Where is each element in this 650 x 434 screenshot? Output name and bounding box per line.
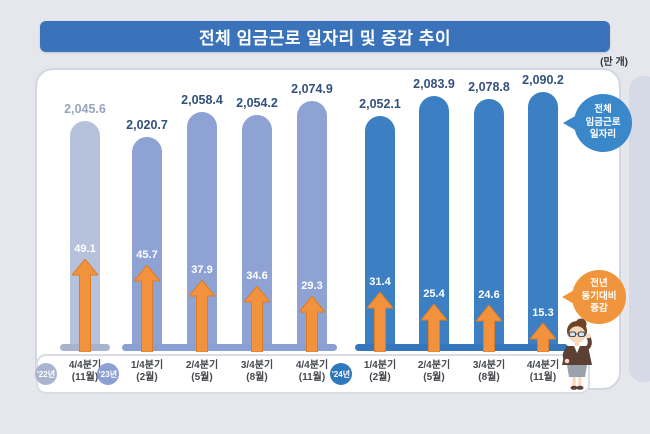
chart-title: 전체 임금근로 일자리 및 증감 추이: [198, 29, 452, 48]
jobs-callout-bubble: 전체 임금근로 일자리: [574, 94, 632, 152]
change-value-label: 34.6: [246, 270, 268, 282]
job-total-value-label: 2,074.9: [291, 82, 333, 96]
jobs-bubble-line1: 전체: [594, 104, 612, 116]
change-value-label: 45.7: [136, 249, 158, 261]
job-total-value-label: 2,020.7: [126, 118, 168, 132]
jobs-bubble-line2: 임금근로: [585, 116, 621, 128]
x-axis-tick-label: 4/4분기 (11월): [68, 360, 102, 383]
change-arrow-icon: [134, 265, 160, 352]
job-total-value-label: 2,078.8: [468, 80, 510, 94]
job-total-value-label: 2,052.1: [359, 97, 401, 111]
job-total-value-label: 2,058.4: [181, 93, 223, 107]
year-badge: '22년: [35, 363, 57, 385]
change-callout-bubble: 전년 동기대비 증감: [572, 270, 626, 324]
x-axis-tick-label: 3/4분기 (8월): [472, 360, 506, 383]
change-arrow-icon: [72, 259, 98, 352]
character-jacket: [562, 346, 592, 365]
job-total-value-label: 2,083.9: [413, 77, 455, 91]
chart-title-bar: 전체 임금근로 일자리 및 증감 추이: [40, 21, 610, 52]
year-badge: '24년: [330, 363, 352, 385]
change-arrow-icon: [421, 304, 447, 352]
x-axis-tick-label: 2/4분기 (5월): [185, 360, 219, 383]
unit-label: (만 개): [600, 57, 628, 68]
group-baseline-strip: [122, 344, 337, 351]
change-arrow-icon: [299, 296, 325, 352]
jobs-bubble-line3: 일자리: [589, 129, 617, 141]
change-bubble-line1: 전년: [590, 278, 608, 290]
change-bubble-line2: 동기대비: [581, 290, 617, 302]
change-arrow-icon: [244, 286, 270, 352]
change-value-label: 24.6: [478, 289, 500, 301]
change-arrow-icon: [476, 305, 502, 352]
x-axis-tick-label: 2/4분기 (5월): [417, 360, 451, 383]
job-total-value-label: 2,090.2: [522, 73, 564, 87]
job-total-value-label: 2,045.6: [64, 102, 106, 116]
right-decor-strip: [629, 76, 650, 382]
x-axis-tick-label: 3/4분기 (8월): [240, 360, 274, 383]
x-axis-tick-label: 4/4분기 (11월): [295, 360, 329, 383]
character-glasses-left: [569, 331, 576, 337]
group-baseline-strip: [355, 344, 568, 351]
presenter-character: [562, 318, 592, 390]
change-value-label: 29.3: [301, 280, 323, 292]
change-value-label: 25.4: [423, 288, 445, 300]
job-total-value-label: 2,054.2: [236, 96, 278, 110]
x-axis-tick-label: 1/4분기 (2월): [130, 360, 164, 383]
x-axis-panel: [36, 354, 590, 394]
change-value-label: 49.1: [74, 243, 96, 255]
x-axis-tick-label: 1/4분기 (2월): [363, 360, 397, 383]
change-value-label: 15.3: [532, 307, 554, 319]
change-value-label: 37.9: [191, 264, 213, 276]
change-arrow-icon: [530, 323, 556, 352]
job-total-bar: [528, 92, 558, 351]
change-arrow-icon: [189, 280, 215, 352]
character-skirt: [567, 365, 587, 377]
x-axis-tick-label: 4/4분기 (11월): [526, 360, 560, 383]
character-glasses-right: [578, 331, 585, 337]
jobs-bubble-tail: [563, 115, 577, 131]
change-bubble-line3: 증감: [590, 303, 608, 315]
change-arrow-icon: [367, 292, 393, 352]
year-badge: '23년: [97, 363, 119, 385]
change-value-label: 31.4: [369, 276, 391, 288]
